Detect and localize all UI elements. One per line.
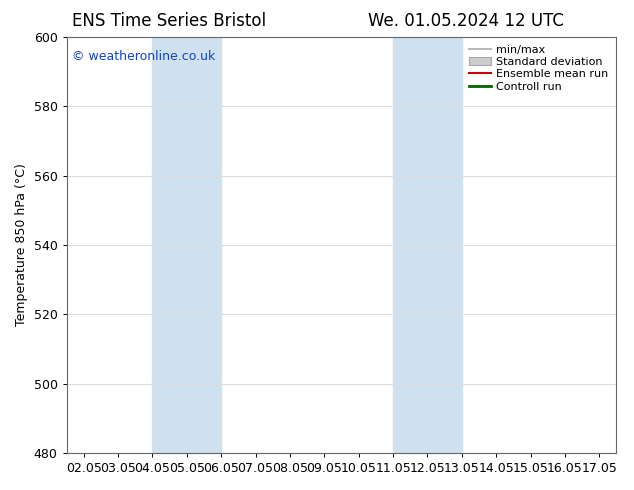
Bar <box>153 37 221 453</box>
Text: We. 01.05.2024 12 UTC: We. 01.05.2024 12 UTC <box>368 12 564 30</box>
Text: © weatheronline.co.uk: © weatheronline.co.uk <box>72 49 216 63</box>
Y-axis label: Temperature 850 hPa (°C): Temperature 850 hPa (°C) <box>15 164 28 326</box>
Text: ENS Time Series Bristol: ENS Time Series Bristol <box>72 12 266 30</box>
Legend: min/max, Standard deviation, Ensemble mean run, Controll run: min/max, Standard deviation, Ensemble me… <box>464 41 613 96</box>
Bar <box>393 37 462 453</box>
